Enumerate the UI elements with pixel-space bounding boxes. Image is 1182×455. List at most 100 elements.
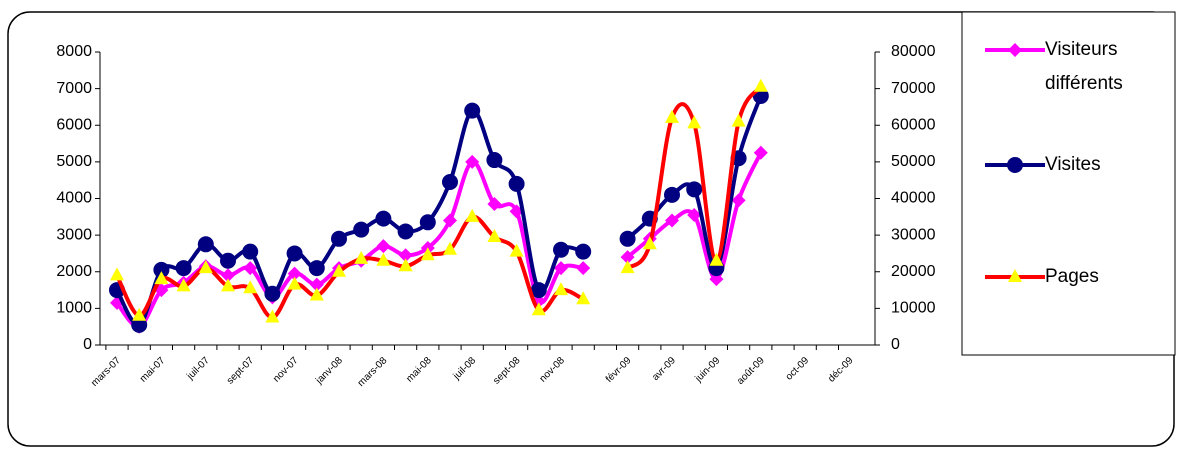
marker [332,263,346,277]
marker [464,102,481,119]
marker [309,287,324,301]
marker [731,193,746,208]
marker [265,309,280,323]
y-tick-label: 8000 [56,43,92,60]
marker [687,207,702,222]
marker [753,145,768,160]
marker [487,228,502,242]
marker [110,267,124,281]
marker [553,241,569,258]
marker [709,272,724,287]
y2-tick-label: 20000 [891,263,936,280]
marker [620,260,635,274]
y-tick-label: 5000 [56,153,92,170]
legend-label-box: Pages [1045,266,1099,287]
marker [620,250,635,265]
y-tick-label: 2000 [56,263,92,280]
marker [375,210,392,227]
marker [198,260,213,274]
y2-tick-label: 50000 [891,153,936,170]
marker [531,302,546,316]
marker [131,316,148,333]
marker [309,277,324,292]
marker [576,291,591,305]
marker [443,213,457,228]
y2-tick-label: 80000 [891,43,936,60]
marker [1008,43,1022,57]
marker [398,248,413,263]
marker [665,213,679,228]
y2-tick-label: 60000 [891,116,936,133]
marker [353,221,370,238]
y2-tick-label: 10000 [891,300,936,317]
y-tick-label: 4000 [56,190,92,207]
series-line [115,85,763,320]
marker [731,113,746,127]
marker [308,260,325,277]
marker [175,260,192,277]
marker [197,236,214,253]
y-tick-label: 3000 [56,226,92,243]
marker [487,196,502,211]
marker [575,243,592,260]
legend-label-box: Visites [1045,154,1101,175]
marker [753,78,768,92]
marker [397,223,414,240]
marker [220,252,236,269]
marker [376,252,391,266]
marker [243,280,258,294]
marker [1008,269,1022,282]
marker [420,247,435,261]
marker [530,282,547,299]
marker [354,250,369,264]
legend-label: Visiteurs différents [1045,39,1123,94]
marker [1007,157,1023,173]
y2-tick-label: 70000 [891,80,936,97]
y-tick-label: 7000 [56,80,92,97]
marker [619,230,636,247]
y2-tick-label: 40000 [891,190,936,207]
legend-label-box: Visiteurs différents [1045,39,1123,94]
marker [221,268,235,283]
legend-box [961,11,1176,356]
marker [687,115,702,129]
marker [242,243,259,260]
marker [287,276,302,290]
marker [154,271,169,285]
marker [419,214,436,231]
legend-label: Pages [1045,266,1099,287]
marker [443,241,457,255]
marker [486,152,503,169]
legend-label: Visites [1045,154,1101,175]
marker [264,285,281,302]
marker [709,252,724,266]
marker [508,175,525,192]
marker [554,282,568,296]
marker [331,230,347,247]
marker [554,261,568,276]
marker [642,236,657,250]
y-tick-label: 1000 [56,300,92,317]
marker [287,266,302,281]
y-tick-label: 6000 [56,116,92,133]
marker [465,154,480,169]
marker [664,186,680,203]
marker [176,278,191,292]
marker [243,261,258,276]
marker [442,174,458,191]
marker [686,181,703,198]
marker [132,307,147,321]
marker [153,261,170,278]
y2-tick-label: 30000 [891,226,936,243]
y-tick-label: 0 [83,336,92,353]
marker [576,261,591,276]
marker [376,239,391,254]
marker [286,245,303,262]
marker [465,208,480,222]
marker [509,243,524,257]
marker [221,278,235,292]
marker [665,109,679,123]
marker [398,258,413,272]
